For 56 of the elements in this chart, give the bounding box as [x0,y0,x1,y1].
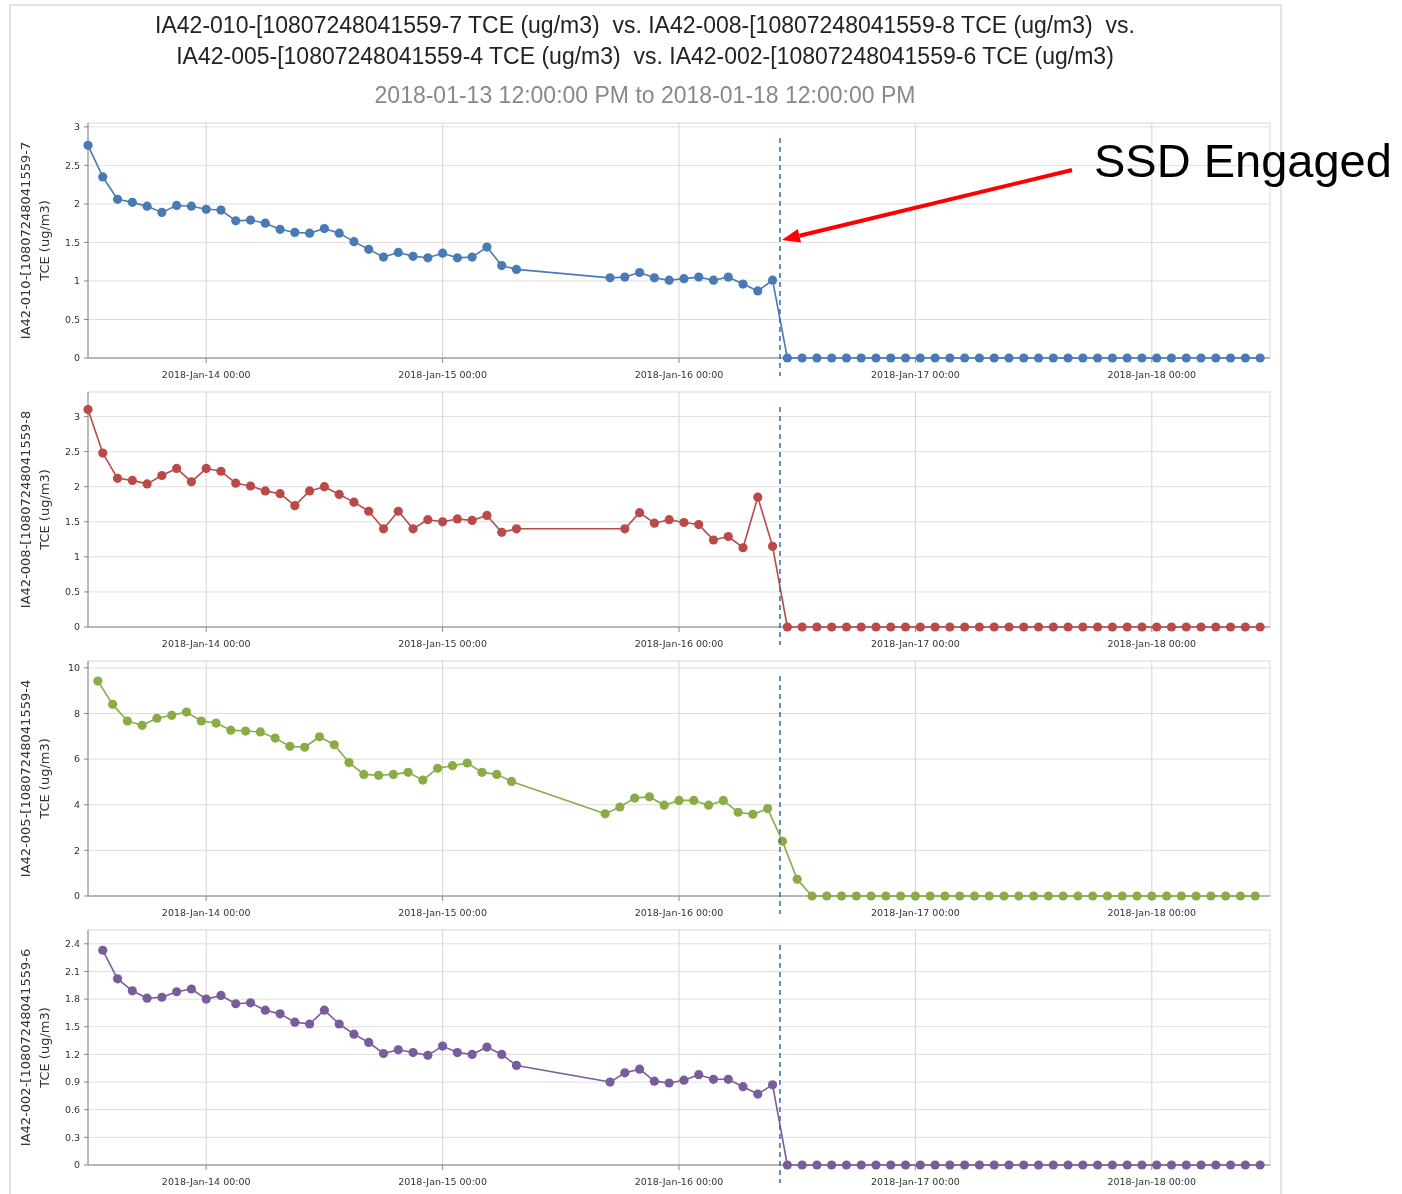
x-tick-label: 2018-Jan-18 00:00 [1107,1176,1197,1187]
y-tick-label: 2.4 [64,938,80,950]
y-tick-label: 0.3 [64,1131,80,1143]
x-tick-label: 2018-Jan-14 00:00 [161,907,251,918]
y-tick-label: 1.5 [64,516,80,528]
y-axis-title: IA42-002-[10807248041559-6 TCE (ug/m3) [18,948,52,1147]
chart-title: IA42-010-[10807248041559-7 TCE (ug/m3) vs. IA42-008-[10807248041559-8 TCE (ug/m3) vs. IA42-005-[10807248041559-4 TCE (ug/m3) vs. IA42-002-[10807248041559-6 TCE (ug/m3) [155,12,1135,69]
y-tick-label: 0 [73,621,80,633]
y-tick-label: 2 [73,198,80,210]
x-tick-label: 2018-Jan-17 00:00 [871,638,960,649]
annotation: SSD Engaged [1094,134,1392,187]
y-axis-title: IA42-008-[10807248041559-8 TCE (ug/m3) [18,410,52,609]
y-tick-label: 3 [73,121,80,133]
y-tick-label: 0 [73,1159,80,1171]
x-tick-label: 2018-Jan-14 00:00 [161,638,251,649]
y-tick-label: 2.5 [64,445,80,457]
y-tick-label: 6 [73,753,80,765]
y-tick-label: 10 [67,662,80,674]
y-tick-label: 1.2 [64,1048,80,1060]
y-tick-label: 1.5 [64,1021,80,1033]
y-tick-label: 3 [73,410,80,422]
x-tick-label: 2018-Jan-18 00:00 [1107,907,1197,918]
y-tick-label: 0.9 [64,1076,80,1088]
x-tick-label: 2018-Jan-16 00:00 [634,1176,724,1187]
y-tick-label: 0 [73,352,80,364]
y-tick-label: 0.5 [64,313,80,325]
chart-subtitle: 2018-01-13 12:00:00 PM to 2018-01-18 12:00:00 PM [374,82,916,108]
y-axis-title: IA42-010-[10807248041559-7 TCE (ug/m3) [18,141,52,340]
x-tick-label: 2018-Jan-17 00:00 [871,907,960,918]
x-tick-label: 2018-Jan-14 00:00 [161,1176,251,1187]
x-tick-label: 2018-Jan-16 00:00 [634,907,724,918]
x-tick-label: 2018-Jan-15 00:00 [398,638,487,649]
x-tick-label: 2018-Jan-17 00:00 [871,1176,960,1187]
y-tick-label: 0.6 [64,1104,80,1116]
x-tick-label: 2018-Jan-15 00:00 [398,369,487,380]
y-tick-label: 0.5 [64,586,80,598]
y-axis-title: IA42-005-[10807248041559-4 TCE (ug/m3) [18,679,52,878]
x-tick-label: 2018-Jan-18 00:00 [1107,369,1197,380]
y-tick-label: 0 [73,890,80,902]
y-tick-label: 1 [73,551,80,563]
y-tick-label: 1.8 [64,993,80,1005]
x-tick-label: 2018-Jan-15 00:00 [398,907,487,918]
x-tick-label: 2018-Jan-15 00:00 [398,1176,487,1187]
y-tick-label: 1 [73,275,80,287]
x-tick-label: 2018-Jan-18 00:00 [1107,638,1197,649]
x-tick-label: 2018-Jan-17 00:00 [871,369,960,380]
y-tick-label: 2 [73,844,80,856]
y-tick-label: 2.5 [64,159,80,171]
x-tick-label: 2018-Jan-16 00:00 [634,638,724,649]
y-tick-label: 2 [73,481,80,493]
y-tick-label: 4 [73,799,80,811]
x-tick-label: 2018-Jan-16 00:00 [634,369,724,380]
y-tick-label: 2.1 [64,965,80,977]
y-tick-label: 8 [73,707,80,719]
y-tick-label: 1.5 [64,236,80,248]
x-tick-label: 2018-Jan-14 00:00 [161,369,251,380]
